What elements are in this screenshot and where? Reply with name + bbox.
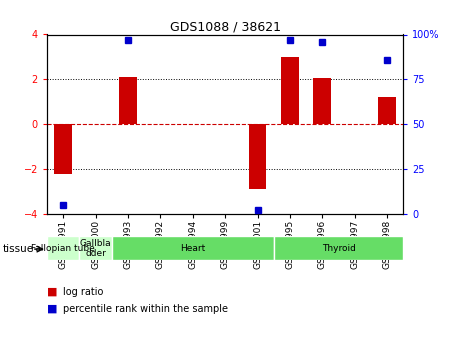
- Bar: [274, 236, 403, 260]
- Text: ■: ■: [47, 287, 57, 296]
- Text: tissue: tissue: [2, 244, 33, 254]
- Text: Thyroid: Thyroid: [322, 244, 356, 253]
- Text: Gallbla
dder: Gallbla dder: [80, 239, 111, 258]
- Text: Fallopian tube: Fallopian tube: [31, 244, 95, 253]
- Text: Heart: Heart: [180, 244, 205, 253]
- Bar: [112, 236, 274, 260]
- Text: percentile rank within the sample: percentile rank within the sample: [63, 304, 228, 314]
- Bar: [47, 236, 79, 260]
- Title: GDS1088 / 38621: GDS1088 / 38621: [170, 20, 280, 33]
- Bar: [378, 97, 396, 124]
- Bar: [79, 236, 112, 260]
- Bar: [119, 77, 137, 124]
- Text: ■: ■: [47, 304, 57, 314]
- Bar: [54, 124, 72, 174]
- Bar: [313, 78, 331, 124]
- Text: log ratio: log ratio: [63, 287, 104, 296]
- Bar: [249, 124, 266, 189]
- Bar: [281, 57, 299, 124]
